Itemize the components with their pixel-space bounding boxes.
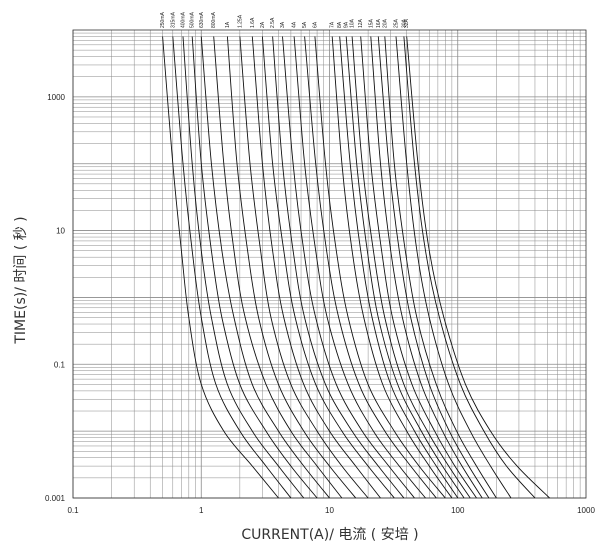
fuse-rating-label: 2.5A: [270, 17, 276, 28]
fuse-rating-label: 4A: [292, 21, 298, 28]
fuse-rating-label: 6A: [312, 21, 318, 28]
fuse-rating-label: 8A: [337, 21, 343, 28]
x-tick-label: 1: [199, 506, 204, 515]
fuse-curve-12A: [360, 36, 477, 499]
fuse-rating-label: 1A: [225, 21, 231, 28]
fuse-rating-label: 630mA: [199, 11, 205, 28]
x-tick-labels: 0.1 1 10 100 1000: [67, 506, 595, 515]
fuse-curve-6A: [314, 36, 446, 499]
fuse-curve-8A: [339, 36, 459, 499]
chart-grid: [72, 30, 586, 499]
fuse-curve-630mA: [200, 36, 330, 499]
y-axis-label: TIME(s)/ 时间 ( 秒 ): [13, 216, 29, 344]
fuse-rating-label: 10A: [350, 18, 356, 28]
fuse-curve-250mA: [162, 36, 279, 499]
x-tick-label: 100: [451, 506, 465, 515]
fuse-rating-label: 250mA: [160, 11, 166, 28]
fuse-rating-labels: 250mA 315mA 400mA 500mA 630mA 800mA 1A 1.25A 1.6…: [160, 11, 410, 28]
fuse-curve-20A: [384, 36, 497, 499]
fuse-curve-2.5A: [272, 36, 405, 499]
fuse-curve-7A: [331, 36, 453, 499]
fuse-curve-30A: [403, 36, 536, 499]
fuse-rating-label: 12A: [358, 18, 364, 28]
x-tick-label: 1000: [577, 506, 595, 515]
fuse-curve-2A: [261, 36, 395, 499]
fuse-curve-9A: [345, 36, 465, 499]
fuse-rating-label: 1.6A: [250, 17, 256, 28]
fuse-curve-32A: [406, 36, 550, 499]
fuse-rating-label: 7A: [330, 21, 336, 28]
fuse-rating-label: 16A: [376, 18, 382, 28]
y-tick-label: 0.1: [54, 360, 66, 369]
fuse-rating-label: 5A: [302, 21, 308, 28]
fuse-rating-label: 20A: [382, 18, 388, 28]
fuse-curve-15A: [370, 36, 483, 499]
fuse-curve-25A: [395, 36, 512, 499]
fuse-rating-label: 315mA: [170, 11, 176, 28]
fuse-rating-label: 2A: [260, 21, 266, 28]
fuse-rating-label: 500mA: [190, 11, 196, 28]
fuse-curve-1.25A: [239, 36, 369, 499]
fuse-curve-3A: [282, 36, 415, 499]
fuse-rating-label: 3A: [280, 21, 286, 28]
fuse-curve-500mA: [191, 36, 318, 499]
fuse-rating-label: 32A: [404, 18, 410, 28]
fuse-curve-5A: [304, 36, 437, 499]
y-tick-label: 10: [56, 227, 65, 236]
y-tick-label: 0.001: [45, 494, 66, 503]
fuse-rating-label: 800mA: [211, 11, 217, 28]
y-tick-labels: 0.001 0.1 10 1000: [45, 93, 66, 503]
fuse-rating-label: 400mA: [180, 11, 186, 28]
fuse-rating-label: 30A: [401, 18, 407, 28]
fuse-rating-label: 25A: [393, 18, 399, 28]
fuse-curve-1.6A: [251, 36, 381, 499]
y-tick-label: 1000: [47, 93, 65, 102]
x-tick-label: 0.1: [67, 506, 79, 515]
fuse-rating-label: 9A: [344, 21, 350, 28]
fuse-curve-4A: [293, 36, 426, 499]
fuse-curve-400mA: [182, 36, 305, 499]
fuse-curve-16A: [377, 36, 490, 499]
x-tick-label: 10: [325, 506, 334, 515]
fuse-curve-800mA: [213, 36, 343, 499]
fuse-curve-315mA: [172, 36, 292, 499]
fuse-curve-1A: [226, 36, 357, 499]
x-axis-label: CURRENT(A)/ 电流 ( 安培 ): [241, 527, 418, 543]
fuse-rating-label: 15A: [368, 18, 374, 28]
fuse-rating-label: 1.25A: [237, 14, 243, 28]
fuse-curve-10A: [351, 36, 471, 499]
fuse-curves: [162, 36, 550, 499]
